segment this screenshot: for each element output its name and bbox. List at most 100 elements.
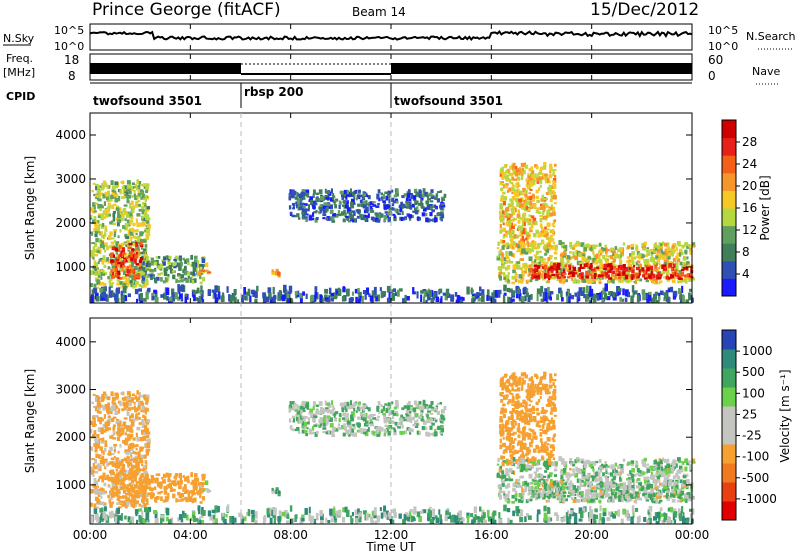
velocity-cell [376,434,380,437]
power-cell [95,231,99,234]
power-cell [94,202,97,204]
power-cell [368,195,371,199]
power-cell [539,261,541,264]
power-cell [605,283,609,291]
power-cell [139,242,143,246]
power-cell [299,207,303,211]
power-cell [200,285,202,292]
velocity-cell [125,438,129,443]
power-cell [407,296,410,301]
velocity-cell [362,405,366,408]
velocity-cell [94,466,97,470]
power-cell [554,257,557,260]
velocity-cell [117,423,119,427]
power-cell [393,200,396,203]
power-cell [569,242,572,245]
power-cell [91,190,94,192]
power-cell [381,193,384,196]
power-cell [136,275,140,278]
velocity-cell [145,430,149,434]
power-cell [652,282,656,284]
power-cell [500,224,502,229]
power-cell [549,164,552,168]
velocity-cell [400,421,402,426]
power-cell [100,204,103,208]
velocity-cell [320,408,324,413]
power-cell [529,177,531,181]
power-cell [147,288,150,292]
velocity-cell [413,407,417,412]
power-cell [507,297,510,303]
velocity-cell [303,418,306,421]
power-cell [544,275,546,279]
power-cell [547,257,550,261]
velocity-cell [90,429,92,432]
velocity-cell [316,405,319,407]
power-cell [327,299,330,302]
power-cell [311,295,314,302]
power-cell [500,188,503,192]
power-cell [650,266,653,271]
velocity-cell [524,406,527,409]
power-cell [538,234,541,238]
power-cell [320,196,324,201]
power-cell [540,286,543,293]
velocity-cell [168,473,171,476]
power-cell [136,244,138,247]
power-cell [547,210,551,214]
velocity-cell [428,405,432,409]
power-cell [543,203,546,206]
velocity-cell [112,463,115,466]
power-cell [122,265,125,267]
velocity-cell [194,473,198,477]
power-cell [441,214,445,218]
power-cell [430,200,434,202]
power-cell [104,232,107,237]
power-cell [658,282,660,284]
power-cell [514,192,517,196]
velocity-cell [125,406,128,408]
power-cell [140,232,144,234]
velocity-cell [441,416,444,419]
power-cell [418,203,422,206]
power-cell [237,299,239,303]
power-cell [380,213,384,217]
power-cell [172,270,175,272]
velocity-cell [309,430,312,435]
velocity-cell [122,503,126,506]
power-cell [126,213,128,217]
power-cell [301,212,304,215]
power-cell [642,289,646,294]
power-cell [541,233,544,237]
power-cell [628,292,630,297]
velocity-cell [129,419,133,421]
velocity-cell [167,493,169,496]
power-cell [90,270,93,275]
power-cell [624,280,626,282]
velocity-cell [135,501,139,504]
velocity-cell [308,417,310,422]
power-cell [549,174,553,178]
velocity-cell [164,491,168,495]
power-cell [450,295,453,301]
velocity-cell [172,489,175,491]
power-cell [499,205,503,209]
power-cell [346,200,349,204]
power-cell [572,272,575,277]
velocity-cell [179,474,182,478]
velocity-cell [117,434,121,436]
power-cell [136,233,138,235]
power-cell [166,288,169,296]
velocity-cell [109,503,113,505]
power-cell [553,169,557,171]
power-cell [365,292,367,300]
power-cell [307,193,310,198]
y-tick-label: 4000 [55,128,86,142]
power-cell [132,223,135,226]
power-cell [529,215,531,217]
velocity-cell [110,408,114,412]
power-cell [175,279,178,283]
power-cell [139,264,141,268]
power-cell [150,277,153,280]
power-cell [295,196,299,199]
